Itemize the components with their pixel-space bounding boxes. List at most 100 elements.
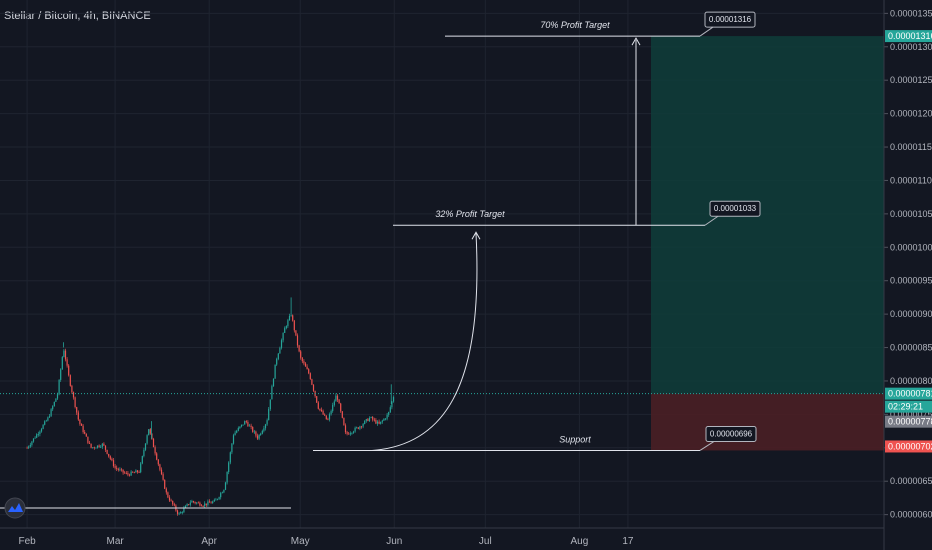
candle-body: [72, 392, 75, 398]
candle-body: [220, 493, 222, 498]
candle-body: [44, 421, 46, 425]
candle-body: [351, 432, 353, 434]
candle-body: [239, 426, 241, 429]
candle-body: [215, 499, 217, 501]
candle-body: [247, 422, 249, 426]
candle-body: [244, 421, 246, 425]
candle-body: [348, 433, 350, 435]
x-tick-label: Aug: [570, 536, 588, 547]
candle-body: [341, 411, 343, 418]
candle-body: [197, 502, 199, 504]
candle-body: [50, 409, 52, 417]
candle-body: [340, 403, 342, 412]
candle-body: [68, 365, 70, 376]
candle-body: [268, 409, 270, 421]
callout-pointer: [704, 215, 719, 226]
x-tick-label: Jun: [386, 536, 402, 547]
candle-body: [311, 379, 313, 385]
candle-body: [47, 417, 49, 421]
candle-body: [156, 453, 158, 460]
candle-body: [109, 456, 111, 459]
candle-body: [146, 435, 148, 444]
x-tick-label: 17: [622, 536, 634, 547]
candle-body: [82, 425, 84, 433]
target-arrow-head-icon: [631, 37, 641, 46]
candle-body: [101, 443, 103, 447]
candle-body: [308, 369, 310, 374]
x-tick-label: Feb: [18, 536, 36, 547]
chart-drawings: 70% Profit Target 0.00001316 32% Profit Ta…: [0, 11, 884, 509]
candle-body: [165, 488, 167, 493]
candle-body: [218, 497, 220, 499]
level-label: 70% Profit Target: [540, 20, 610, 30]
price-callout-box: [705, 425, 757, 442]
candle-body: [285, 326, 287, 329]
candle-body: [40, 428, 43, 432]
projection-arrow-head-icon: [471, 231, 481, 240]
candle-body: [290, 315, 292, 317]
candle-body: [111, 458, 113, 461]
candle-body: [216, 498, 219, 500]
candle-body: [367, 419, 369, 422]
candle-body: [204, 503, 206, 507]
candle-body: [133, 472, 135, 474]
candle-body: [368, 417, 371, 422]
price-tag-text: 0.00001316: [888, 31, 932, 41]
candle-body: [39, 431, 41, 435]
candle-body: [255, 431, 257, 436]
candle-body: [364, 420, 366, 424]
candle-body: [223, 489, 225, 493]
candle-body: [93, 447, 95, 449]
candle-body: [32, 438, 35, 442]
candle-body: [392, 397, 395, 402]
price-tags: 0.000013160.0000078102:29:210.000007780.…: [885, 30, 932, 453]
candle-body: [128, 474, 131, 476]
candle-body: [344, 425, 347, 433]
candle-body: [383, 418, 385, 421]
candle-body: [148, 429, 150, 436]
candle-body: [173, 504, 175, 506]
candle-body: [260, 433, 262, 435]
candle-body: [56, 394, 59, 399]
candle-body: [349, 433, 351, 435]
candle-body: [356, 427, 358, 429]
candle-body: [210, 502, 212, 504]
candle-body: [199, 502, 201, 506]
tradingview-logo-icon[interactable]: [4, 497, 26, 519]
candle-body: [178, 513, 180, 515]
candle-body: [266, 420, 268, 425]
candle-body: [252, 426, 254, 432]
candle-body: [335, 395, 337, 402]
candle-body: [277, 353, 279, 360]
candle-body: [168, 497, 171, 501]
candle-body: [95, 447, 97, 449]
price-callout-box: [704, 11, 756, 28]
price-tag-marker: [885, 415, 932, 428]
candle-body: [389, 407, 391, 412]
candle-body: [284, 328, 286, 333]
candle-body: [327, 419, 329, 421]
level-label: 32% Profit Target: [435, 209, 505, 219]
level-label: Support: [559, 434, 591, 444]
candle-body: [375, 419, 377, 424]
candle-body: [330, 411, 332, 415]
candle-body: [119, 469, 121, 471]
price-tag-countdown: [885, 400, 932, 413]
candle-body: [391, 401, 393, 408]
candle-body: [141, 456, 143, 464]
x-tick-label: Mar: [106, 536, 124, 547]
price-tag-text: 0.00000702: [888, 441, 932, 451]
profit-zone: [651, 36, 884, 394]
candle-body: [124, 472, 126, 474]
price-tag-text: 02:29:21: [888, 402, 923, 412]
candle-body: [380, 421, 382, 424]
candle-body: [189, 502, 191, 505]
candle-body: [236, 430, 238, 433]
candle-body: [34, 437, 36, 439]
candle-body: [180, 512, 182, 514]
